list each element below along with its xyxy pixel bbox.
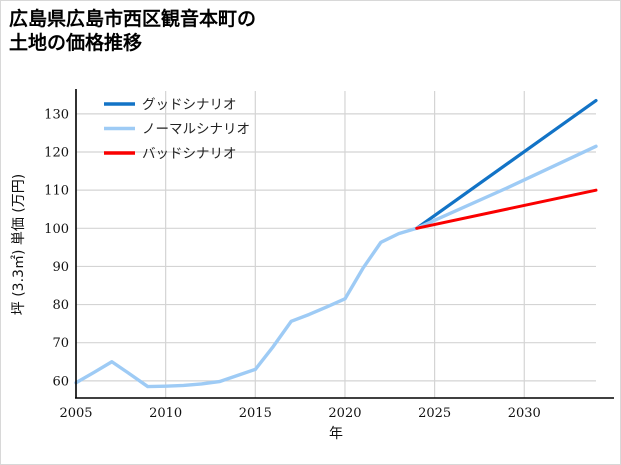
legend-label: グッドシナリオ — [142, 97, 237, 113]
x-tick-label: 2005 — [59, 406, 92, 421]
y-tick-label: 60 — [52, 374, 69, 389]
axis-lines — [75, 89, 614, 399]
x-tick-label: 2030 — [508, 406, 541, 421]
y-tick-label: 70 — [52, 336, 69, 351]
x-axis-title: 年 — [329, 426, 343, 442]
series-line — [415, 188, 598, 230]
gridlines — [75, 91, 596, 398]
y-tick-label: 110 — [44, 184, 69, 199]
x-tick-label: 2015 — [239, 406, 272, 421]
x-tick-label: 2025 — [418, 406, 451, 421]
series-line — [74, 144, 598, 389]
legend-label: バッドシナリオ — [142, 146, 237, 162]
y-axis-title: 坪 (3.3㎡) 単価 (万円) — [11, 174, 27, 315]
axis-titles: 年 坪 (3.3㎡) 単価 (万円) — [11, 174, 343, 442]
series-lines — [74, 98, 598, 389]
y-tick-label: 90 — [52, 260, 69, 275]
y-tick-label: 80 — [52, 298, 69, 313]
y-tick-label: 130 — [44, 107, 69, 122]
tick-labels: 60 70 80 90 100 110 120 130 2005 2010 2015 2020 2025… — [44, 107, 541, 421]
x-tick-label: 2010 — [149, 406, 182, 421]
y-tick-label: 120 — [44, 146, 69, 161]
page-title: 広島県広島市西区観音本町の 土地の価格推移 — [9, 8, 257, 55]
legend-label: ノーマルシナリオ — [142, 122, 250, 138]
x-tick-label: 2020 — [328, 406, 361, 421]
y-tick-label: 100 — [44, 222, 69, 237]
series-line — [415, 98, 598, 230]
